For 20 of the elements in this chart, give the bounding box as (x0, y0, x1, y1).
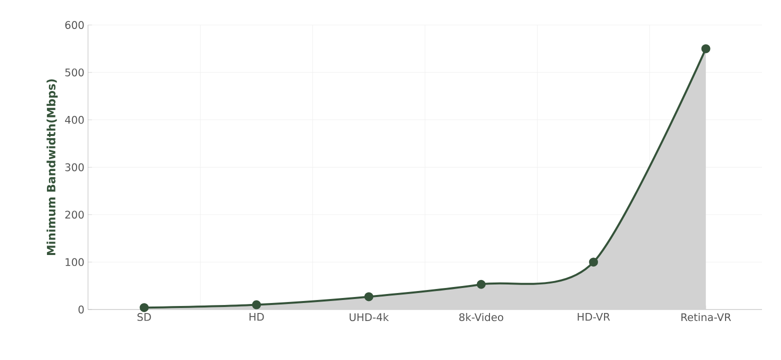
x-tick-label: 8k-Video (459, 313, 504, 322)
x-tick-label: HD-VR (578, 313, 610, 321)
x-tick-label: SD (138, 313, 151, 321)
point (701, 44, 710, 54)
y-tick-label: 300 (65, 163, 84, 172)
y-tick-label: 0 (78, 306, 84, 314)
y-axis-title: Minimum Bandwidth(Mbps) (46, 79, 58, 256)
point (364, 292, 374, 302)
point (589, 258, 598, 267)
point (140, 303, 149, 312)
x-tick-label: UHD-4k (350, 313, 389, 322)
y-tick-label: 400 (65, 116, 84, 124)
point (252, 300, 262, 310)
y-tick-label: 500 (65, 68, 84, 76)
y-tick-label: 600 (65, 21, 84, 29)
x-tick-label: Retina-VR (681, 313, 731, 322)
point (476, 280, 486, 289)
x-tick-label: HD (250, 313, 264, 321)
y-tick-label: 200 (65, 210, 84, 219)
y-tick-label: 100 (66, 258, 84, 266)
